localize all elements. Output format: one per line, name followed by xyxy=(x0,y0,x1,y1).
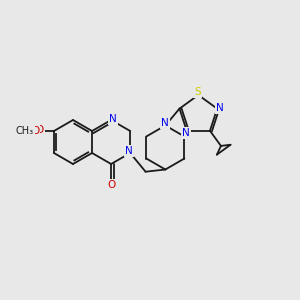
Text: N: N xyxy=(109,114,117,124)
Text: S: S xyxy=(194,87,201,97)
Text: N: N xyxy=(182,128,190,138)
Text: N: N xyxy=(125,146,133,156)
Text: O: O xyxy=(36,125,44,135)
Text: CH₃: CH₃ xyxy=(16,126,34,136)
Text: N: N xyxy=(216,103,224,112)
Text: N: N xyxy=(161,118,169,128)
Text: O: O xyxy=(107,180,115,190)
Text: O: O xyxy=(31,126,39,136)
